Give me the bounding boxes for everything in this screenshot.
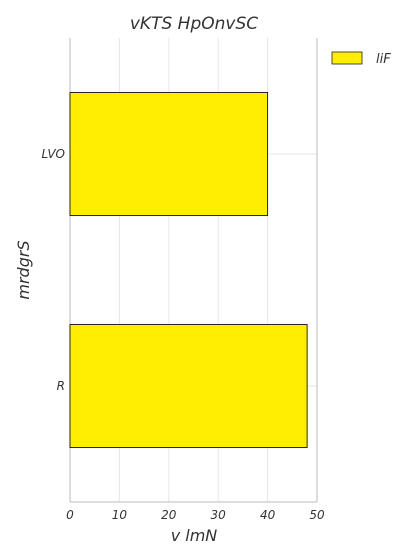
- x-tick-label: 20: [161, 508, 177, 522]
- x-tick-label: 0: [66, 508, 74, 522]
- x-tick-label: 10: [112, 508, 128, 522]
- chart-title: vKTS HpOnvSC: [130, 14, 258, 34]
- legend-label: liF: [376, 52, 391, 67]
- plot-area: LVO R 0 10 20 30 40 50: [42, 38, 325, 522]
- y-tick-label: LVO: [42, 147, 65, 161]
- x-tick-label: 40: [260, 508, 276, 522]
- legend: liF: [331, 51, 391, 67]
- y-tick-label: R: [57, 379, 65, 393]
- x-tick-label: 50: [309, 508, 325, 522]
- bar-lvo: [69, 92, 269, 216]
- x-tick-label: 30: [211, 508, 227, 522]
- bar-r: [69, 324, 308, 448]
- legend-swatch: [331, 51, 363, 65]
- x-axis-label: v lmN: [171, 526, 218, 545]
- y-axis-label: mrdgrS: [14, 240, 33, 299]
